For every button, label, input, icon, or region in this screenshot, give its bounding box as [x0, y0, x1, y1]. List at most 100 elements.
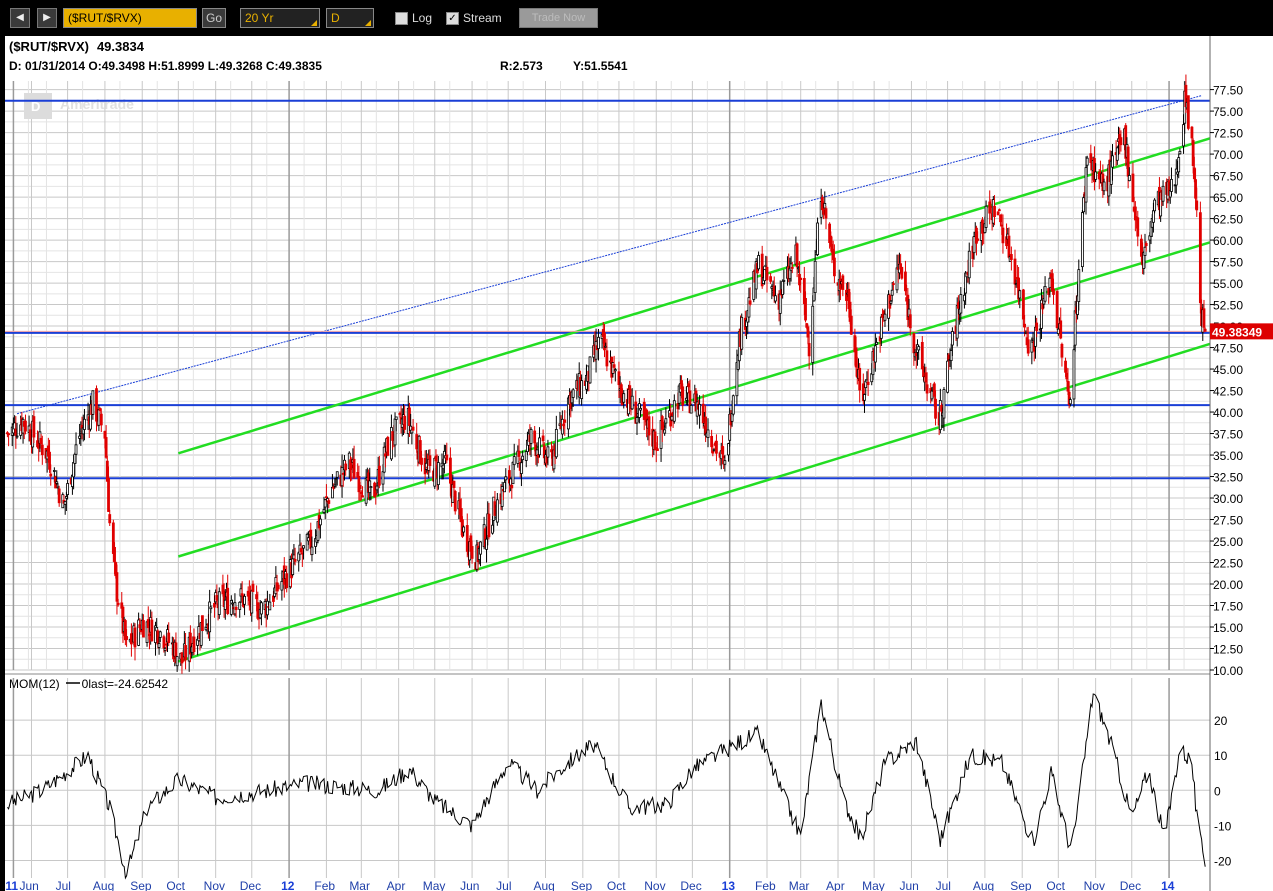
candle-body: [546, 446, 550, 458]
candle-body: [622, 393, 626, 403]
candle-body: [560, 418, 564, 435]
candle-body: [504, 476, 508, 481]
candle-body: [706, 429, 710, 438]
candle-body: [684, 397, 688, 401]
symbol-input[interactable]: ($RUT/$RVX): [63, 8, 197, 28]
candle-body: [162, 636, 166, 649]
period-select[interactable]: 20 Yr: [240, 8, 320, 28]
price-tick-label: 65.00: [1213, 191, 1243, 205]
go-button[interactable]: Go: [202, 8, 226, 28]
candle-body: [511, 461, 515, 485]
candle-body: [727, 443, 730, 456]
candle-body: [364, 477, 368, 504]
time-axis-label: Aug: [973, 879, 994, 891]
candle-body: [83, 418, 86, 430]
price-tick-label: 25.00: [1213, 535, 1243, 549]
candle-body: [588, 356, 592, 384]
log-checkbox[interactable]: Log: [395, 8, 432, 28]
time-axis: 11 Jun Jul Aug Sep Oct Nov Dec 12 Feb Mar Apr May Jun…: [5, 879, 1174, 891]
candle-body: [260, 602, 263, 615]
candle-body: [806, 326, 810, 338]
candle-body: [146, 619, 150, 629]
candle-body: [155, 627, 159, 632]
candle-body: [820, 197, 824, 211]
interval-select[interactable]: D: [326, 8, 374, 28]
y-readout: Y:51.5541: [573, 59, 628, 73]
candle-body: [799, 277, 803, 281]
candle-body: [125, 636, 128, 640]
candle-body: [333, 484, 337, 487]
candle-body: [266, 600, 269, 616]
candle-body: [1202, 308, 1206, 328]
candle-body: [940, 404, 943, 412]
time-axis-label: Mar: [789, 879, 810, 891]
candle-body: [604, 345, 608, 348]
momentum-tick-label: -10: [1214, 819, 1232, 833]
time-axis-label: Apr: [387, 879, 406, 891]
candle-body: [398, 413, 402, 415]
candle-body: [763, 269, 766, 282]
back-arrow-icon[interactable]: ◀: [10, 8, 30, 28]
candle-body: [1190, 126, 1194, 139]
candle-body: [403, 415, 407, 430]
candle-body: [352, 458, 356, 479]
candle-body: [710, 435, 714, 448]
interval-value: D: [331, 11, 340, 25]
candle-body: [462, 526, 466, 533]
time-axis-label: Jun: [19, 879, 38, 891]
candle-body: [769, 276, 773, 282]
price-axis: 77.50 75.00 72.50 70.00 67.50 65.00 62.50 60.00…: [1209, 36, 1273, 891]
candle-body: [1035, 322, 1039, 331]
candle-body: [292, 554, 296, 560]
price-tick-label: 30.00: [1213, 492, 1243, 506]
candle-body: [15, 435, 19, 438]
trade-now-button[interactable]: Trade Now: [519, 8, 598, 28]
candle-body: [299, 548, 303, 553]
candle-body: [924, 372, 928, 383]
candle-body: [782, 280, 786, 282]
candle-body: [167, 632, 171, 643]
candle-body: [554, 429, 558, 458]
time-axis-label: Sep: [1010, 879, 1032, 891]
time-axis-label: Dec: [1120, 879, 1141, 891]
candle-body: [411, 426, 415, 431]
candle-body: [721, 445, 724, 455]
price-tick-label: 35.00: [1213, 449, 1243, 463]
candle-body: [689, 404, 693, 414]
candle-body: [1073, 310, 1077, 346]
candle-body: [209, 606, 213, 610]
forward-arrow-icon[interactable]: ▶: [37, 8, 57, 28]
current-price-marker: [1210, 323, 1273, 340]
candle-body: [942, 389, 946, 419]
candle-body: [1144, 243, 1148, 247]
candle-body: [730, 413, 734, 422]
candle-body: [192, 636, 196, 653]
candle-body: [1052, 288, 1055, 295]
candle-body: [686, 386, 689, 394]
candle-body: [754, 261, 758, 290]
candle-body: [234, 606, 238, 611]
candle-body: [381, 471, 385, 485]
candle-body: [309, 529, 313, 549]
time-axis-label: Mar: [349, 879, 370, 891]
candle-body: [1186, 95, 1190, 129]
checkbox-unchecked-icon: [395, 12, 408, 26]
candle-body: [676, 403, 680, 410]
candle-body: [428, 455, 432, 466]
candle-body: [647, 416, 651, 436]
candle-body: [57, 488, 61, 504]
candle-body: [223, 599, 227, 610]
candle-body: [350, 464, 354, 469]
candle-body: [91, 390, 95, 415]
candle-body: [113, 546, 116, 562]
candle-body: [80, 425, 84, 429]
candle-body: [660, 416, 664, 430]
stream-checkbox[interactable]: ✓ Stream: [446, 8, 502, 28]
candle-body: [175, 656, 179, 667]
time-axis-label: Apr: [826, 879, 845, 891]
candle-body: [1043, 285, 1047, 302]
candle-body: [550, 449, 553, 453]
candle-body: [115, 572, 119, 602]
candle-body: [1174, 168, 1178, 186]
watermark-logo-icon: D: [31, 99, 40, 114]
